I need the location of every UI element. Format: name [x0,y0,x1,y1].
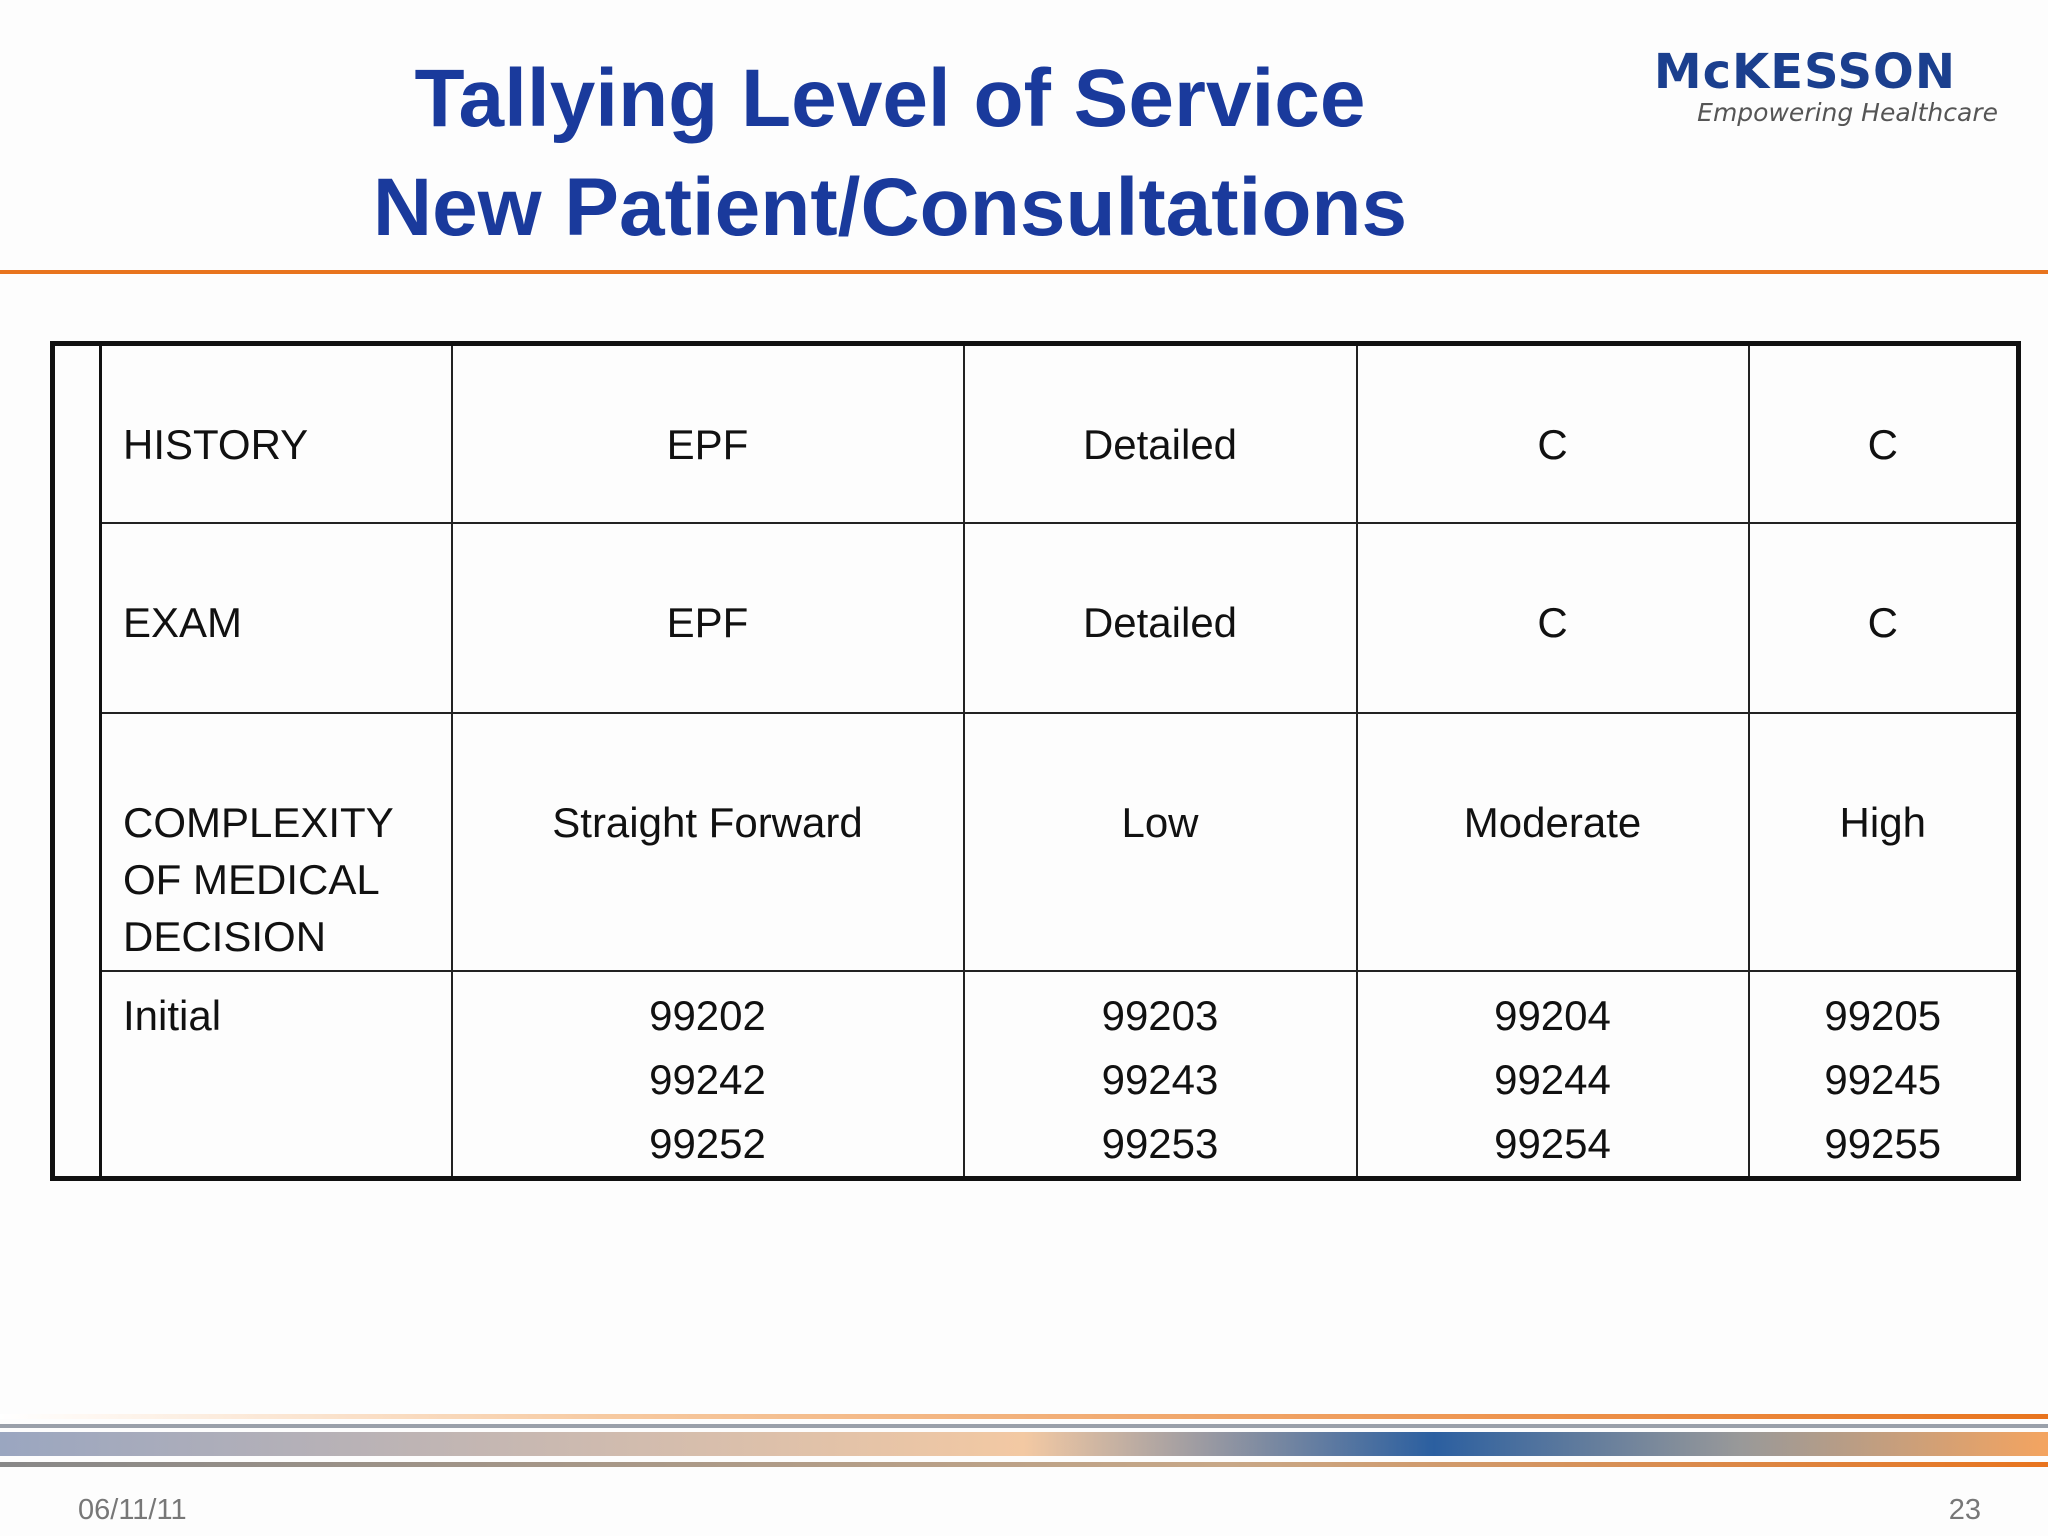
table-cell: C [1355,342,1750,524]
table-cell: Moderate [1355,711,1750,972]
table-row: COMPLEXITY OF MEDICAL DECISION Straight F… [53,711,2020,972]
title-line: New Patient/Consultations [372,162,1408,253]
table-cell: Straight Forward [450,711,965,972]
table-cell: High [1747,711,2020,972]
row-label: EXAM [99,521,453,714]
table-cell: 99205 99245 99255 [1747,969,2020,1179]
title-line: Tallying Level of Service [414,53,1366,144]
code: 99204 [1494,991,1611,1039]
table-cell: 99202 99242 99252 [450,969,965,1179]
code: 99242 [649,1055,766,1103]
table-row: EXAM EPF Detailed C C [53,521,2020,714]
table-cell: Detailed [962,521,1358,714]
table-cell: C [1747,342,2020,524]
table-cell: Detailed [962,342,1358,524]
code: 99205 [1824,991,1942,1039]
logo-tagline: Empowering Healthcare [1697,98,1998,127]
code: 99253 [1101,1119,1219,1167]
code: 99245 [1824,1055,1942,1103]
table-cell: Low [962,711,1358,972]
code: 99255 [1824,1119,1942,1167]
table-cell: 99204 99244 99254 [1355,969,1750,1179]
logo-brand: McKESSON [1653,44,1956,100]
row-label: HISTORY [99,342,453,524]
table-row: Initial 99202 99242 99252 99203 99243 99253 992… [53,969,2020,1179]
header-rule [0,270,2048,274]
table-cell: EPF [450,521,965,714]
table-row: HISTORY EPF Detailed C C [51,342,2020,1179]
code: 99202 [649,991,766,1039]
row-label: COMPLEXITY OF MEDICAL DECISION [99,711,453,972]
blank-column [51,342,102,1179]
table-cell: EPF [450,342,965,524]
code: 99243 [1101,1055,1219,1103]
footer-bands [0,1414,2048,1467]
footer-date: 06/11/11 [78,1494,187,1526]
table-cell: C [1747,521,2020,714]
table-cell: 99203 99243 99253 [962,969,1358,1179]
code: 99254 [1494,1119,1611,1167]
row-label: Initial [99,969,453,1179]
code: 99252 [649,1119,766,1167]
code: 99203 [1101,991,1219,1039]
page-number: 23 [1948,1494,1981,1526]
level-table: HISTORY EPF Detailed C C EXAM EPF Detailed C C COM… [50,341,2021,1181]
table-cell: C [1355,521,1750,714]
code: 99244 [1494,1055,1611,1103]
